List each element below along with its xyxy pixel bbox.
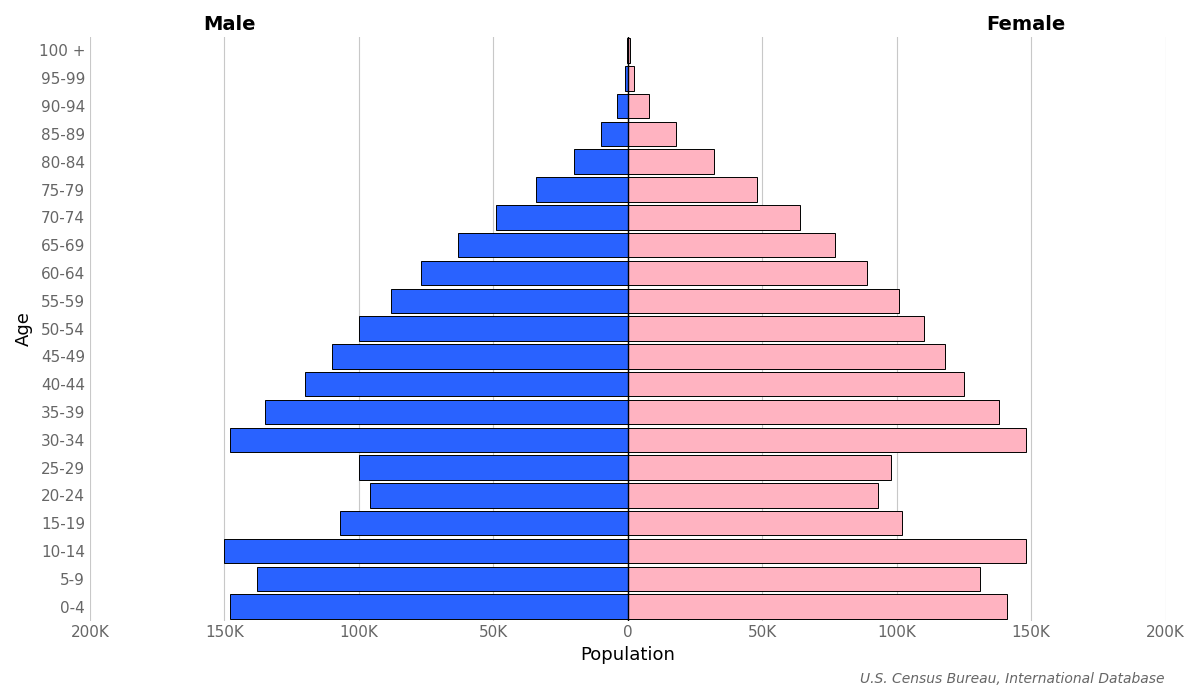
Bar bbox=[624, 66, 628, 90]
Bar bbox=[628, 260, 868, 285]
X-axis label: Population: Population bbox=[581, 646, 676, 664]
Bar bbox=[340, 511, 628, 536]
Bar bbox=[628, 150, 714, 174]
Text: Male: Male bbox=[204, 15, 256, 34]
Bar bbox=[628, 66, 635, 90]
Bar bbox=[628, 539, 1026, 564]
Bar bbox=[601, 122, 628, 146]
Text: Female: Female bbox=[986, 15, 1066, 34]
Bar bbox=[628, 428, 1026, 452]
Bar bbox=[628, 400, 998, 424]
Bar bbox=[628, 177, 757, 202]
Bar bbox=[332, 344, 628, 369]
Bar bbox=[229, 594, 628, 619]
Bar bbox=[628, 483, 878, 507]
Bar bbox=[265, 400, 628, 424]
Bar bbox=[628, 94, 649, 118]
Bar bbox=[628, 344, 946, 369]
Bar bbox=[628, 288, 899, 313]
Bar bbox=[359, 456, 628, 480]
Bar bbox=[536, 177, 628, 202]
Bar bbox=[628, 372, 964, 396]
Bar bbox=[574, 150, 628, 174]
Bar bbox=[617, 94, 628, 118]
Text: U.S. Census Bureau, International Database: U.S. Census Bureau, International Databa… bbox=[859, 672, 1164, 686]
Bar bbox=[628, 38, 630, 63]
Y-axis label: Age: Age bbox=[14, 311, 34, 346]
Bar bbox=[496, 205, 628, 230]
Bar bbox=[628, 594, 1007, 619]
Bar bbox=[628, 233, 835, 258]
Bar bbox=[257, 566, 628, 591]
Bar bbox=[229, 428, 628, 452]
Bar bbox=[628, 566, 980, 591]
Bar bbox=[391, 288, 628, 313]
Bar bbox=[628, 316, 924, 341]
Bar bbox=[224, 539, 628, 564]
Bar bbox=[305, 372, 628, 396]
Bar bbox=[458, 233, 628, 258]
Bar bbox=[370, 483, 628, 507]
Bar bbox=[359, 316, 628, 341]
Bar bbox=[628, 511, 902, 536]
Bar bbox=[628, 456, 892, 480]
Bar bbox=[628, 205, 800, 230]
Bar bbox=[628, 122, 676, 146]
Bar bbox=[421, 260, 628, 285]
